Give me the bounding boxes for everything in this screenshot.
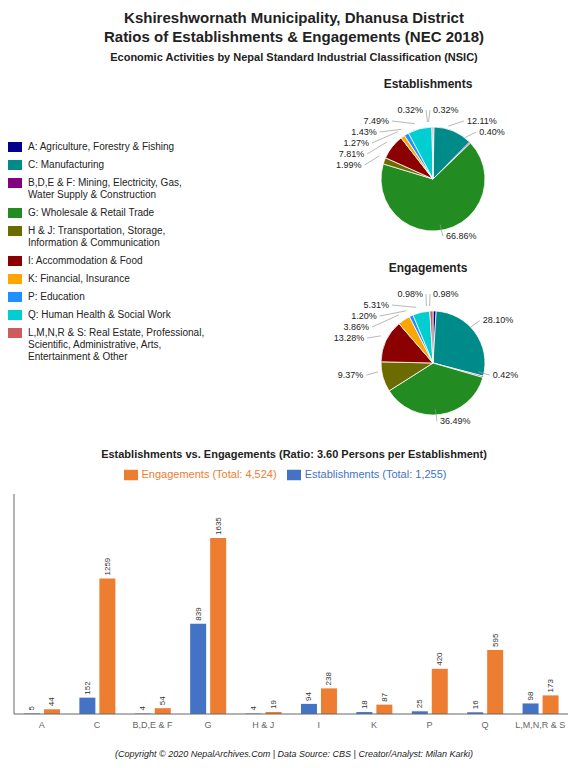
svg-text:1635: 1635 <box>214 517 223 535</box>
svg-text:B,D,E & F: B,D,E & F <box>132 720 173 730</box>
html-text:L,M,N,R & S: Real Estate, Prof: L,M,N,R & S: Real Estate, Professional, … <box>28 327 205 362</box>
svg-text:7.49%: 7.49% <box>364 116 390 126</box>
html-text:(Copyright © 2020 NepalArchive: (Copyright © 2020 NepalArchives.Com | Da… <box>115 749 473 759</box>
html-text:G: Wholesale & Retail Trade: G: Wholesale & Retail Trade <box>28 207 155 218</box>
svg-text:4: 4 <box>138 706 147 711</box>
html-text:P: Education: P: Education <box>28 291 85 302</box>
svg-text:36.49%: 36.49% <box>440 416 471 426</box>
html-text:Q: Human Health & Social Work: Q: Human Health & Social Work <box>28 309 171 320</box>
html-text:Engagements (Total: 4,524): Engagements (Total: 4,524) <box>141 468 277 480</box>
html-text:I: Accommodation & Food: I: Accommodation & Food <box>28 255 143 266</box>
svg-text:C: C <box>94 720 101 730</box>
html-text:B,D,E & F: Mining, Electricity: B,D,E & F: Mining, Electricity, Gas, Wat… <box>28 177 182 200</box>
svg-text:A: A <box>39 720 45 730</box>
svg-text:16: 16 <box>471 700 480 709</box>
svg-text:839: 839 <box>194 607 203 621</box>
svg-text:5.31%: 5.31% <box>364 300 390 310</box>
svg-text:1.43%: 1.43% <box>351 127 377 137</box>
svg-text:0.32%: 0.32% <box>433 105 459 115</box>
svg-text:0.40%: 0.40% <box>479 127 505 137</box>
svg-text:Q: Q <box>481 720 488 730</box>
svg-text:1.99%: 1.99% <box>336 160 362 170</box>
svg-text:420: 420 <box>435 652 444 666</box>
svg-text:P: P <box>426 720 432 730</box>
html-text:Kshireshwornath Municipality,: Kshireshwornath Municipality, Dhanusa Di… <box>104 9 484 45</box>
svg-text:1.20%: 1.20% <box>351 311 377 321</box>
svg-text:0.42%: 0.42% <box>493 370 519 380</box>
svg-text:4: 4 <box>249 706 258 711</box>
svg-text:173: 173 <box>546 678 555 692</box>
svg-text:28.10%: 28.10% <box>483 315 514 325</box>
svg-text:3.86%: 3.86% <box>343 322 369 332</box>
svg-text:0.98%: 0.98% <box>433 289 459 299</box>
svg-text:13.28%: 13.28% <box>334 333 365 343</box>
svg-text:7.81%: 7.81% <box>339 149 365 159</box>
svg-text:I: I <box>317 720 320 730</box>
svg-text:152: 152 <box>83 681 92 695</box>
svg-text:1.27%: 1.27% <box>343 138 369 148</box>
html-text:Establishments: Establishments <box>383 77 473 91</box>
html-text:Establishments (Total: 1,255): Establishments (Total: 1,255) <box>304 468 447 480</box>
svg-text:54: 54 <box>158 696 167 705</box>
html-text:A: Agriculture, Forestry & Fis: A: Agriculture, Forestry & Fishing <box>28 141 175 152</box>
svg-text:94: 94 <box>304 691 313 700</box>
html-text:Establishments vs. Engagements: Establishments vs. Engagements (Ratio: 3… <box>101 448 487 460</box>
svg-text:0.98%: 0.98% <box>397 289 423 299</box>
svg-text:98: 98 <box>526 691 535 700</box>
svg-text:G: G <box>204 720 211 730</box>
svg-text:44: 44 <box>47 697 56 706</box>
svg-text:19: 19 <box>269 700 278 709</box>
html-text:H & J: Transportation, Storage: H & J: Transportation, Storage, Informat… <box>28 225 166 248</box>
svg-text:238: 238 <box>324 671 333 685</box>
svg-text:0.32%: 0.32% <box>397 105 423 115</box>
svg-text:H & J: H & J <box>252 720 274 730</box>
svg-text:18: 18 <box>360 700 369 709</box>
svg-text:9.37%: 9.37% <box>338 370 364 380</box>
html-text:Economic Activities by Nepal S: Economic Activities by Nepal Standard In… <box>110 51 478 63</box>
svg-text:595: 595 <box>491 633 500 647</box>
svg-text:12.11%: 12.11% <box>467 116 497 126</box>
svg-text:L,M,N,R & S: L,M,N,R & S <box>515 720 565 730</box>
html-text:K: Financial, Insurance: K: Financial, Insurance <box>28 273 130 284</box>
svg-text:5: 5 <box>27 705 36 710</box>
svg-text:K: K <box>371 720 377 730</box>
svg-text:1259: 1259 <box>103 557 112 575</box>
svg-text:25: 25 <box>415 699 424 708</box>
html-text:Engagements: Engagements <box>388 261 468 275</box>
svg-text:66.86%: 66.86% <box>446 231 477 241</box>
html-text:C: Manufacturing: C: Manufacturing <box>28 159 105 170</box>
svg-text:87: 87 <box>380 692 389 701</box>
